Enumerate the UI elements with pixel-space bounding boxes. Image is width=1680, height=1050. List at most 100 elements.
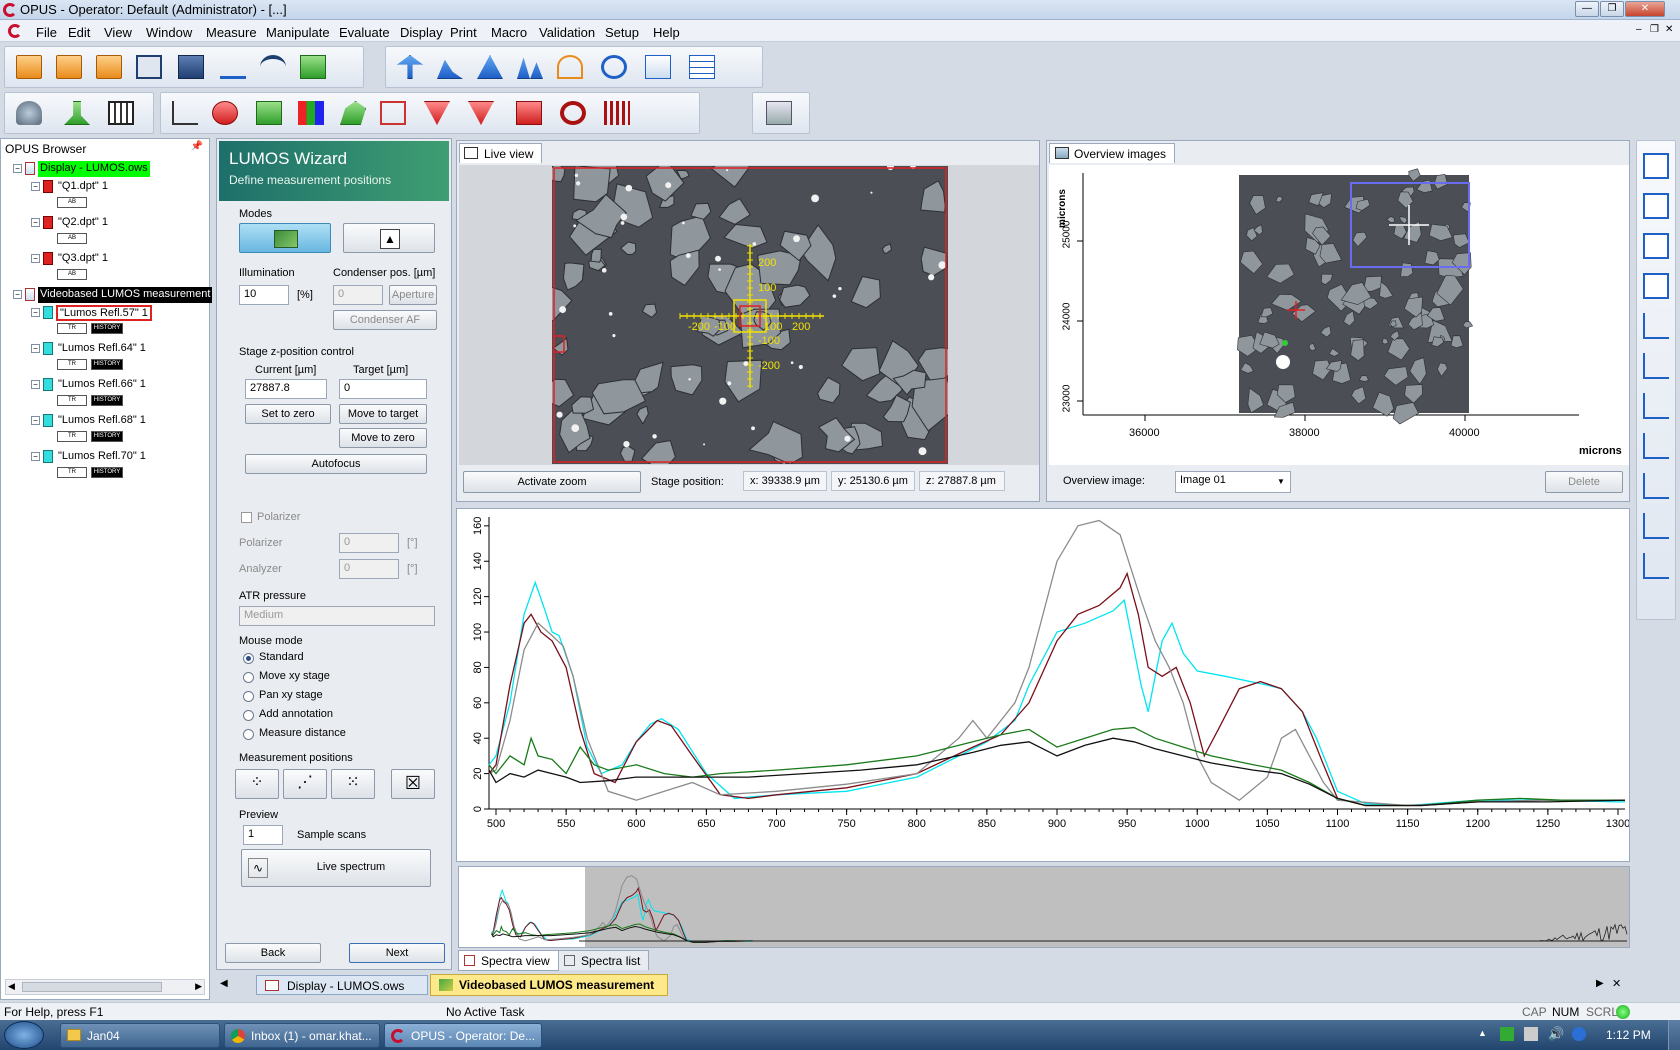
- save-icon[interactable]: [175, 51, 207, 83]
- autofocus-button[interactable]: Autofocus: [245, 454, 427, 474]
- tree-item[interactable]: "Lumos Refl.64" 1: [58, 342, 146, 354]
- reload-icon[interactable]: [93, 51, 125, 83]
- mdi-close-icon[interactable]: ✕: [1665, 24, 1674, 35]
- no-peak-icon[interactable]: [1641, 511, 1673, 543]
- quality-icon[interactable]: [513, 97, 545, 129]
- target-z-field[interactable]: 0: [339, 379, 427, 399]
- tray-arrow-icon[interactable]: ▲: [1478, 1028, 1487, 1038]
- sample-scans-field[interactable]: 1: [243, 825, 283, 845]
- open-file-icon[interactable]: [13, 51, 45, 83]
- point-cluster[interactable]: [1276, 355, 1290, 369]
- menu-measure[interactable]: Measure: [206, 25, 257, 40]
- tray-volume-icon[interactable]: 🔊: [1548, 1026, 1565, 1041]
- derive-icon[interactable]: [465, 97, 497, 129]
- mouse-mode-radio[interactable]: [243, 729, 254, 740]
- menu-file[interactable]: File: [36, 25, 57, 40]
- clear-points-button[interactable]: ☒: [391, 769, 435, 799]
- tree-expander[interactable]: −: [13, 164, 22, 173]
- menu-setup[interactable]: Setup: [605, 25, 639, 40]
- operator-icon[interactable]: [13, 97, 45, 129]
- history-badge[interactable]: HISTORY: [91, 323, 123, 334]
- tr-badge[interactable]: TR: [57, 395, 87, 406]
- condenser-af-button[interactable]: Condenser AF: [333, 310, 437, 330]
- taskbar-item-opus[interactable]: OPUS - Operator: De...: [384, 1023, 542, 1048]
- peak-pick-icon[interactable]: [217, 51, 249, 83]
- rgb-icon[interactable]: [295, 97, 327, 129]
- menu-window[interactable]: Window: [146, 25, 193, 40]
- scale-y-icon[interactable]: [394, 51, 426, 83]
- menu-display[interactable]: Display: [400, 25, 443, 40]
- spectrum-series-3[interactable]: [488, 726, 1625, 807]
- tree-item[interactable]: "Q3.dpt" 1: [58, 252, 109, 264]
- tray-bluetooth-icon[interactable]: [1572, 1027, 1586, 1041]
- tray-network-icon[interactable]: [1500, 1027, 1514, 1041]
- peaks-up-icon[interactable]: [1641, 311, 1673, 343]
- tr-badge[interactable]: TR: [57, 323, 87, 334]
- mouse-mode-radio[interactable]: [243, 653, 254, 664]
- search-icon[interactable]: [557, 97, 589, 129]
- menu-manipulate[interactable]: Manipulate: [266, 25, 330, 40]
- settings-icon[interactable]: [598, 51, 630, 83]
- tree-expander[interactable]: −: [13, 290, 22, 299]
- shift-icon[interactable]: [1641, 191, 1673, 223]
- mode-overview-button[interactable]: [239, 223, 331, 253]
- ab-badge[interactable]: AB: [57, 233, 87, 244]
- arrow-v-icon[interactable]: [1641, 391, 1673, 423]
- peaks-icon[interactable]: [514, 51, 546, 83]
- next-button[interactable]: Next: [349, 943, 445, 963]
- browser-hscrollbar[interactable]: ◀ ▶: [5, 979, 205, 995]
- multi-view-icon[interactable]: [1641, 271, 1673, 303]
- tr-badge[interactable]: TR: [57, 467, 87, 478]
- overview-image-select[interactable]: Image 01: [1175, 471, 1291, 493]
- compare-icon[interactable]: [253, 97, 285, 129]
- menu-print[interactable]: Print: [450, 25, 477, 40]
- chevron-down-icon[interactable]: ▼: [1277, 477, 1285, 486]
- activate-zoom-button[interactable]: Activate zoom: [463, 471, 641, 493]
- taskbar-item-inbox[interactable]: Inbox (1) - omar.khat...: [224, 1023, 380, 1048]
- atr-select[interactable]: Medium: [239, 606, 435, 626]
- tree-expander[interactable]: −: [31, 182, 40, 191]
- current-view-rect[interactable]: [1350, 182, 1470, 268]
- scale-x-icon[interactable]: [434, 51, 466, 83]
- menu-evaluate[interactable]: Evaluate: [339, 25, 390, 40]
- print-icon[interactable]: [763, 97, 795, 129]
- doc-tab-videobased[interactable]: Videobased LUMOS measurement: [430, 974, 668, 996]
- live-spectrum-button[interactable]: ∿ Live spectrum: [241, 849, 431, 887]
- tree-expander[interactable]: −: [31, 452, 40, 461]
- minimize-button[interactable]: —: [1575, 1, 1599, 17]
- spectrum-chart[interactable]: 500 550 600 650 700 750 800 850 900 950 1000 1050 11…: [457, 509, 1629, 861]
- arrow-v3-icon[interactable]: [1641, 471, 1673, 503]
- mode-measure-button[interactable]: ▲: [343, 223, 435, 253]
- polarizer-checkbox[interactable]: [241, 512, 252, 523]
- history-badge[interactable]: HISTORY: [91, 431, 123, 442]
- tree-expander[interactable]: −: [31, 344, 40, 353]
- peaks-down-icon[interactable]: [1641, 351, 1673, 383]
- polarizer-field[interactable]: 0: [339, 533, 399, 553]
- tray-device-icon[interactable]: [1524, 1027, 1538, 1041]
- sample-icon[interactable]: [61, 97, 93, 129]
- current-z-field[interactable]: 27887.8: [245, 379, 327, 399]
- spectrum-peak-icon[interactable]: [169, 97, 201, 129]
- delete-button[interactable]: Delete: [1545, 471, 1623, 493]
- overlay-icon[interactable]: [554, 51, 586, 83]
- ab-badge[interactable]: AB: [57, 269, 87, 280]
- stack-view-icon[interactable]: [1641, 151, 1673, 183]
- baseline-icon[interactable]: [209, 97, 241, 129]
- microscope-image[interactable]: 200 100 -200 -100 100 200 -100 -200: [552, 166, 948, 464]
- report-icon[interactable]: [337, 97, 369, 129]
- tab-spectra-view[interactable]: Spectra view: [458, 950, 559, 971]
- open-folder-icon[interactable]: [53, 51, 85, 83]
- tree-item[interactable]: "Lumos Refl.68" 1: [58, 414, 146, 426]
- menu-view[interactable]: View: [104, 25, 132, 40]
- zoom-y-icon[interactable]: [1641, 231, 1673, 263]
- tree-item[interactable]: "Lumos Refl.57" 1: [56, 305, 152, 321]
- macro-icon[interactable]: [377, 97, 409, 129]
- aperture-button[interactable]: Aperture: [389, 285, 437, 305]
- tab-overview-images[interactable]: Overview images: [1049, 143, 1176, 163]
- points-grid-button[interactable]: ⁙: [331, 769, 375, 799]
- menu-validation[interactable]: Validation: [539, 25, 596, 40]
- condenser-field[interactable]: 0: [333, 285, 383, 305]
- tree-item[interactable]: "Lumos Refl.70" 1: [58, 450, 146, 462]
- tr-badge[interactable]: TR: [57, 359, 87, 370]
- back-button[interactable]: Back: [225, 943, 321, 963]
